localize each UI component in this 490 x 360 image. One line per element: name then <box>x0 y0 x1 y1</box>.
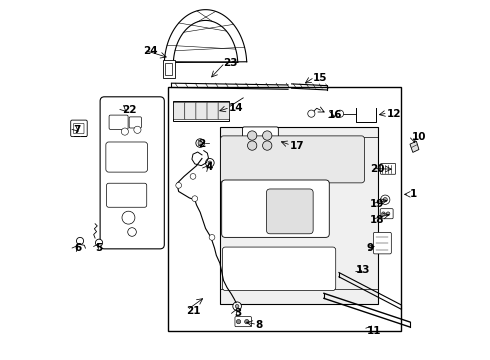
Circle shape <box>205 158 214 167</box>
Text: 24: 24 <box>143 46 157 56</box>
Circle shape <box>337 110 343 117</box>
Circle shape <box>233 302 242 311</box>
Circle shape <box>247 141 257 150</box>
FancyBboxPatch shape <box>267 189 313 234</box>
Polygon shape <box>410 141 419 152</box>
FancyBboxPatch shape <box>218 103 230 120</box>
FancyBboxPatch shape <box>381 163 395 174</box>
Text: 12: 12 <box>387 109 401 119</box>
Circle shape <box>134 126 141 134</box>
Circle shape <box>192 196 197 202</box>
Circle shape <box>382 212 385 216</box>
Bar <box>165 63 172 75</box>
FancyBboxPatch shape <box>100 97 164 249</box>
Circle shape <box>190 174 196 179</box>
Circle shape <box>383 198 388 202</box>
Circle shape <box>76 237 84 244</box>
Circle shape <box>236 319 241 324</box>
Circle shape <box>96 239 102 246</box>
Circle shape <box>263 131 272 140</box>
Circle shape <box>122 128 128 135</box>
Text: 20: 20 <box>370 164 384 174</box>
Bar <box>163 60 175 78</box>
Text: 18: 18 <box>370 215 384 225</box>
Circle shape <box>247 131 257 140</box>
FancyBboxPatch shape <box>221 180 329 237</box>
Circle shape <box>245 319 249 324</box>
FancyBboxPatch shape <box>71 120 87 136</box>
Text: 22: 22 <box>122 105 137 115</box>
Text: 14: 14 <box>229 103 244 113</box>
Circle shape <box>209 234 215 240</box>
Circle shape <box>198 141 202 145</box>
Polygon shape <box>164 10 246 62</box>
Text: 16: 16 <box>327 111 342 121</box>
FancyBboxPatch shape <box>220 136 365 183</box>
FancyBboxPatch shape <box>173 103 185 120</box>
Text: 17: 17 <box>290 141 304 151</box>
Text: 5: 5 <box>95 243 102 253</box>
Text: 15: 15 <box>313 73 328 83</box>
Circle shape <box>196 139 204 147</box>
FancyBboxPatch shape <box>107 183 147 207</box>
FancyBboxPatch shape <box>243 127 278 154</box>
FancyBboxPatch shape <box>235 317 251 327</box>
FancyBboxPatch shape <box>109 115 128 130</box>
FancyBboxPatch shape <box>129 117 141 128</box>
FancyBboxPatch shape <box>185 103 196 120</box>
FancyBboxPatch shape <box>222 247 336 291</box>
Text: 1: 1 <box>410 189 417 199</box>
Circle shape <box>176 183 181 188</box>
Text: 9: 9 <box>367 243 374 253</box>
Circle shape <box>386 212 390 216</box>
FancyBboxPatch shape <box>207 103 219 120</box>
Circle shape <box>122 211 135 224</box>
FancyBboxPatch shape <box>74 123 84 134</box>
Text: 8: 8 <box>256 320 263 330</box>
FancyBboxPatch shape <box>173 101 229 121</box>
Circle shape <box>128 228 136 236</box>
Circle shape <box>263 141 272 150</box>
Circle shape <box>381 195 390 204</box>
Text: 21: 21 <box>186 306 200 316</box>
Circle shape <box>235 305 239 308</box>
Text: 6: 6 <box>74 243 82 253</box>
FancyBboxPatch shape <box>373 232 392 254</box>
Bar <box>168 87 401 330</box>
Text: 7: 7 <box>74 125 81 135</box>
Text: 4: 4 <box>205 162 213 172</box>
Text: 2: 2 <box>198 139 206 149</box>
FancyBboxPatch shape <box>106 142 147 172</box>
Text: 11: 11 <box>367 326 381 336</box>
FancyBboxPatch shape <box>196 103 207 120</box>
Circle shape <box>208 161 212 165</box>
Text: 3: 3 <box>234 308 242 318</box>
Circle shape <box>308 110 315 117</box>
Polygon shape <box>220 127 378 304</box>
Text: 19: 19 <box>370 199 384 210</box>
Text: 13: 13 <box>355 265 370 275</box>
FancyBboxPatch shape <box>380 209 393 219</box>
Text: 23: 23 <box>223 58 238 68</box>
Text: 10: 10 <box>412 132 426 142</box>
